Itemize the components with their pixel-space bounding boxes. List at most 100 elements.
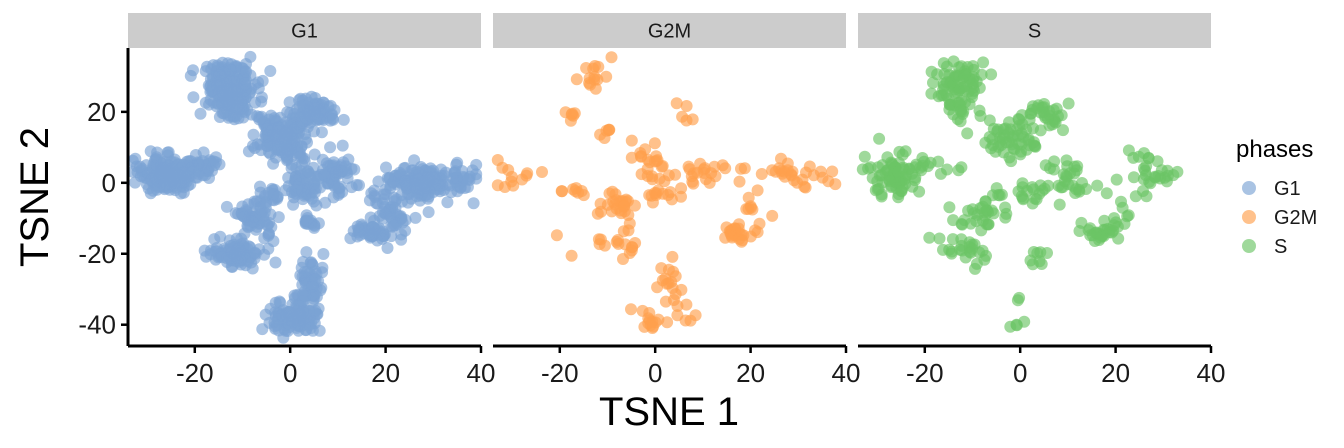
y-axis-title: TSNE 2 bbox=[13, 127, 57, 267]
data-point bbox=[941, 163, 953, 176]
data-point bbox=[145, 173, 158, 186]
x-tick-label: 20 bbox=[1101, 358, 1130, 388]
data-point bbox=[932, 155, 945, 168]
data-point bbox=[565, 249, 578, 262]
data-point bbox=[671, 300, 684, 312]
data-point bbox=[716, 159, 729, 172]
facet-panel-g2m: G2M -20 0 20 40 bbox=[491, 13, 861, 388]
data-point bbox=[462, 172, 475, 185]
data-point bbox=[345, 181, 358, 194]
data-point bbox=[580, 62, 593, 74]
data-point bbox=[738, 162, 751, 175]
data-point bbox=[666, 250, 679, 263]
data-point bbox=[776, 167, 789, 180]
data-point bbox=[312, 112, 325, 125]
data-point bbox=[1091, 179, 1104, 192]
data-point bbox=[983, 114, 996, 127]
data-point bbox=[299, 215, 312, 228]
data-point bbox=[445, 186, 458, 199]
data-point bbox=[161, 146, 174, 159]
y-tick-label: -20 bbox=[78, 239, 116, 269]
x-tick-label: 40 bbox=[832, 358, 861, 388]
data-point bbox=[264, 65, 277, 77]
data-point bbox=[450, 158, 463, 171]
data-point bbox=[281, 119, 293, 132]
data-point bbox=[655, 262, 668, 275]
data-point bbox=[286, 314, 298, 327]
data-point bbox=[409, 211, 422, 224]
data-point bbox=[336, 139, 349, 152]
data-point bbox=[914, 161, 927, 174]
data-point bbox=[927, 76, 939, 89]
data-point bbox=[372, 175, 385, 188]
data-point bbox=[213, 111, 226, 123]
legend-label: G2M bbox=[1274, 207, 1317, 229]
data-point bbox=[625, 134, 638, 147]
data-point bbox=[336, 165, 349, 178]
data-point bbox=[1043, 119, 1056, 132]
data-point bbox=[1127, 171, 1140, 184]
data-point bbox=[207, 70, 220, 83]
data-point bbox=[1005, 155, 1018, 168]
data-point bbox=[1112, 232, 1125, 245]
data-point bbox=[1053, 198, 1066, 211]
data-point bbox=[283, 96, 296, 109]
legend-key-g2m bbox=[1242, 210, 1256, 224]
data-point bbox=[689, 309, 702, 322]
data-point bbox=[740, 203, 753, 215]
data-point bbox=[491, 179, 504, 192]
data-point bbox=[1109, 216, 1122, 229]
x-tick-label: 0 bbox=[1013, 358, 1027, 388]
x-axis-title: TSNE 1 bbox=[599, 390, 739, 434]
data-point bbox=[967, 71, 980, 84]
data-point bbox=[612, 237, 625, 250]
data-point bbox=[858, 150, 871, 163]
facet-strip bbox=[858, 13, 1211, 48]
data-point bbox=[1129, 190, 1142, 203]
data-point bbox=[1039, 159, 1052, 172]
data-point bbox=[1041, 247, 1053, 259]
data-point bbox=[602, 123, 615, 136]
data-point bbox=[987, 139, 999, 152]
data-point bbox=[295, 261, 308, 274]
data-point bbox=[389, 219, 402, 232]
data-point bbox=[1161, 164, 1174, 177]
data-point bbox=[675, 283, 688, 296]
data-point bbox=[301, 177, 314, 190]
data-point bbox=[958, 69, 971, 82]
data-point bbox=[368, 191, 381, 203]
data-point bbox=[300, 246, 313, 259]
data-point bbox=[864, 161, 877, 174]
data-point bbox=[230, 100, 243, 113]
data-point bbox=[626, 241, 638, 254]
data-point bbox=[279, 324, 292, 337]
x-tick-label: 40 bbox=[1197, 358, 1226, 388]
data-point bbox=[1062, 97, 1075, 110]
data-point bbox=[402, 196, 414, 209]
facet-strip bbox=[128, 13, 481, 48]
y-tick-label: -40 bbox=[78, 310, 116, 340]
data-point bbox=[966, 242, 978, 255]
data-point bbox=[671, 309, 684, 322]
data-point bbox=[952, 164, 965, 177]
data-point bbox=[240, 65, 253, 78]
data-point bbox=[223, 234, 236, 247]
data-point bbox=[1098, 214, 1111, 227]
data-point bbox=[651, 281, 664, 294]
data-point bbox=[1142, 152, 1155, 165]
data-point bbox=[1031, 102, 1044, 115]
data-point bbox=[1084, 229, 1097, 242]
data-point bbox=[659, 295, 672, 308]
data-point bbox=[605, 51, 618, 64]
data-point bbox=[895, 185, 908, 198]
data-point bbox=[796, 173, 809, 186]
data-point bbox=[956, 108, 969, 120]
data-point bbox=[659, 272, 672, 285]
data-point bbox=[623, 217, 636, 230]
facet-strip-label: G2M bbox=[648, 21, 691, 43]
legend-key-s bbox=[1242, 239, 1256, 253]
data-point bbox=[645, 189, 658, 202]
x-tick-label: 0 bbox=[648, 358, 662, 388]
data-point bbox=[680, 114, 693, 127]
